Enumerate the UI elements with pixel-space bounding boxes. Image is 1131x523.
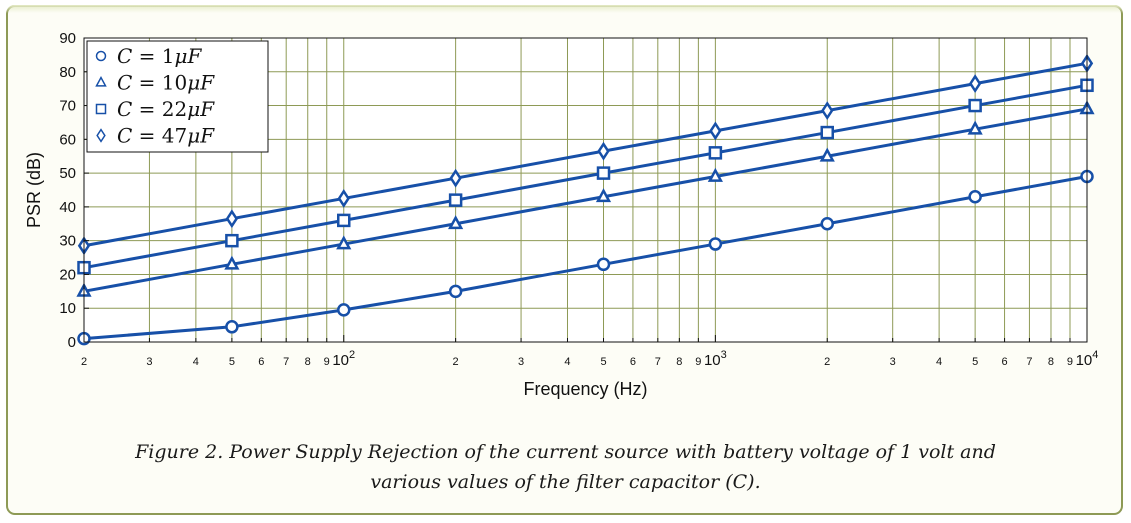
x-tick-label: 7 <box>283 356 289 368</box>
x-decade-label: 104 <box>1076 349 1099 369</box>
x-decade-exponent: 3 <box>721 349 727 361</box>
x-tick-label: 5 <box>229 356 235 368</box>
data-point-diamond <box>709 121 722 141</box>
data-point-triangle <box>707 167 723 182</box>
y-tick-label: 30 <box>59 233 76 250</box>
x-tick-label: 5 <box>600 356 606 368</box>
data-point-square <box>596 166 611 180</box>
x-tick-label: 4 <box>936 356 942 368</box>
data-point-square <box>448 193 463 207</box>
legend-marker-triangle <box>95 75 107 87</box>
y-tick-label: 50 <box>59 165 76 182</box>
data-point-triangle <box>819 147 835 162</box>
x-tick-label: 9 <box>1067 356 1073 368</box>
data-point-triangle <box>224 255 240 270</box>
figure-caption: Figure 2. Power Supply Rejection of the … <box>20 437 1111 497</box>
caption-line-2: various values of the filter capacitor (… <box>370 471 761 493</box>
series-triangle <box>76 100 1095 297</box>
legend-box <box>86 40 269 153</box>
legend-label: C = 10μF <box>117 71 215 95</box>
data-point-square <box>225 233 239 248</box>
series-diamond <box>77 53 1094 256</box>
x-decade-exponent: 4 <box>1092 349 1098 361</box>
data-point-triangle <box>595 188 612 203</box>
y-tick-label: 10 <box>59 300 76 317</box>
y-tick-label: 90 <box>59 30 76 47</box>
data-point-square <box>820 125 834 140</box>
series-square <box>77 78 1094 275</box>
y-axis-ticks: 0 10 20 30 40 50 60 70 80 90 <box>59 30 89 351</box>
data-point-circle <box>968 190 982 204</box>
y-tick-label: 20 <box>59 266 76 283</box>
x-tick-label: 6 <box>630 356 636 368</box>
data-point-triangle <box>967 120 983 135</box>
x-tick-label: 4 <box>193 356 199 368</box>
x-tick-label: 2 <box>81 356 87 368</box>
series-circle <box>77 169 1094 346</box>
data-point-circle <box>820 217 834 231</box>
caption-line-1: Figure 2. Power Supply Rejection of the … <box>135 441 996 463</box>
data-point-diamond <box>968 74 982 94</box>
legend-label: C = 47μF <box>117 124 215 148</box>
x-decade-exponent: 2 <box>349 349 355 361</box>
data-point-circle <box>708 237 723 251</box>
data-point-circle <box>596 257 611 272</box>
data-point-triangle <box>448 215 464 230</box>
legend-label: C = 1μF <box>117 44 203 68</box>
y-tick-label: 80 <box>59 64 76 81</box>
x-tick-label: 3 <box>146 356 152 368</box>
plot-border <box>83 37 1088 343</box>
x-tick-label: 7 <box>1026 356 1032 368</box>
series-layer <box>76 53 1095 346</box>
x-tick-label: 6 <box>1001 356 1007 368</box>
x-decade-base: 10 <box>332 352 349 369</box>
x-tick-label: 3 <box>890 356 896 368</box>
data-point-diamond <box>449 168 462 188</box>
figure-frame-accent <box>6 5 1123 13</box>
x-tick-label: 2 <box>824 356 830 368</box>
y-tick-label: 40 <box>59 199 76 216</box>
x-decade-base: 10 <box>704 352 721 369</box>
data-point-circle <box>225 320 239 334</box>
data-point-circle <box>448 284 463 299</box>
y-tick-label: 60 <box>59 131 76 148</box>
x-tick-label: 2 <box>453 356 459 368</box>
legend-label: C = 22μF <box>117 97 215 121</box>
data-point-square <box>968 98 982 113</box>
x-axis-label: Frequency (Hz) <box>523 379 647 399</box>
x-tick-label: 9 <box>324 356 330 368</box>
legend-marker-circle <box>95 50 107 62</box>
data-point-circle <box>337 303 351 317</box>
data-point-diamond <box>337 189 350 208</box>
x-tick-label: 7 <box>655 356 661 368</box>
data-point-diamond <box>597 141 610 161</box>
y-tick-label: 0 <box>68 334 76 351</box>
x-tick-label: 8 <box>676 356 682 368</box>
x-decade-label: 103 <box>704 349 727 369</box>
data-point-triangle <box>336 235 352 250</box>
data-point-diamond <box>225 209 239 229</box>
x-tick-label: 3 <box>518 356 524 368</box>
x-tick-label: 8 <box>1048 356 1054 368</box>
x-tick-label: 8 <box>305 356 311 368</box>
x-tick-label: 6 <box>258 356 264 368</box>
x-decade-base: 10 <box>1076 352 1093 369</box>
data-point-square <box>708 146 723 160</box>
x-tick-label: 5 <box>972 356 978 368</box>
x-decade-label: 102 <box>332 349 355 369</box>
x-tick-label: 9 <box>695 356 701 368</box>
data-point-square <box>337 213 351 228</box>
legend-marker-diamond <box>96 128 106 143</box>
x-tick-label: 4 <box>564 356 570 368</box>
y-tick-label: 70 <box>59 98 76 115</box>
data-point-diamond <box>821 101 834 121</box>
legend-marker-square <box>95 103 107 115</box>
y-axis-label: PSR (dB) <box>24 152 44 228</box>
